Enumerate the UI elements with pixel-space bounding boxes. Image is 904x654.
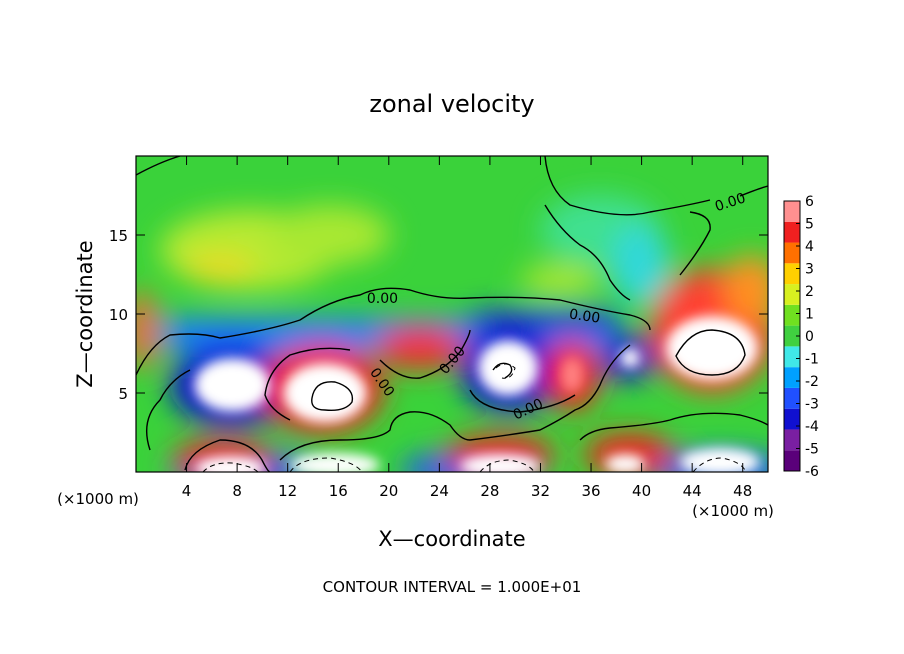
x-tick-label: 20 (379, 482, 398, 500)
x-tick-label: 24 (430, 482, 449, 500)
x-unit-label-right: (×1000 m) (692, 502, 774, 520)
colorbar-swatch (784, 221, 800, 243)
contour-label: 0.00 (568, 306, 601, 326)
colorbar-swatch (784, 346, 800, 368)
colorbar-tick-label: 5 (805, 217, 814, 233)
colorbar-swatch (784, 429, 800, 451)
colorbar-tick-label: -1 (805, 352, 819, 368)
x-tick-label: 12 (278, 482, 297, 500)
x-tick-label: 40 (632, 482, 651, 500)
x-axis: 4 8 12 16 20 24 28 32 36 40 44 48 (182, 156, 752, 500)
colorbar-swatch (784, 242, 800, 264)
contour-labels: 0.000.000.000.000.000.00 (366, 190, 748, 423)
colorbar-swatch (784, 284, 800, 305)
colorbar-tick-label: 0 (805, 329, 814, 345)
y-tick-label: 10 (109, 306, 128, 324)
y-tick-label: 15 (109, 227, 128, 245)
y-axis-label: Z—coordinate (73, 240, 97, 387)
x-tick-label: 28 (480, 482, 499, 500)
colorbar-swatch (784, 387, 800, 409)
x-tick-label: 16 (329, 482, 348, 500)
x-tick-label: 36 (581, 482, 600, 500)
colorbar-swatch (784, 325, 800, 347)
contour-interval-note: CONTOUR INTERVAL = 1.000E+01 (323, 578, 582, 596)
x-unit-label-left: (×1000 m) (57, 490, 139, 508)
y-tick-label: 5 (118, 385, 128, 403)
x-tick-label: 48 (733, 482, 752, 500)
y-axis: 5 10 15 (109, 227, 768, 403)
chart-title: zonal velocity (369, 90, 534, 118)
zero-contours (136, 156, 768, 472)
colorbar-tick-label: -4 (805, 419, 819, 435)
colorbar-tick-label: -6 (805, 464, 819, 480)
colorbar-swatch (784, 263, 800, 285)
x-axis-label: X—coordinate (378, 527, 525, 551)
colorbar-swatch (784, 304, 800, 326)
colorbar-tick-label: 1 (805, 307, 814, 323)
colorbar-tick-label: -2 (805, 374, 819, 390)
colorbar-tick-label: -3 (805, 397, 819, 413)
contour-label: 0.00 (367, 291, 398, 307)
x-tick-label: 44 (683, 482, 702, 500)
colorbar-swatch (784, 450, 800, 471)
colorbar-swatch (784, 201, 800, 222)
colorbar: 6 5 4 3 2 1 0 -1 -2 -3 -4 -5 -6 (783, 194, 819, 480)
colorbar-tick-label: -5 (805, 442, 819, 458)
heatmap-field (136, 156, 768, 472)
colorbar-tick-label: 3 (805, 262, 814, 278)
colorbar-swatch (784, 408, 800, 430)
x-tick-label: 8 (232, 482, 242, 500)
colorbar-swatch (784, 367, 800, 388)
colorbar-tick-label: 4 (805, 239, 814, 255)
colorbar-tick-label: 6 (805, 194, 814, 210)
x-tick-label: 32 (531, 482, 550, 500)
colorbar-tick-label: 2 (805, 284, 814, 300)
x-tick-label: 4 (182, 482, 192, 500)
